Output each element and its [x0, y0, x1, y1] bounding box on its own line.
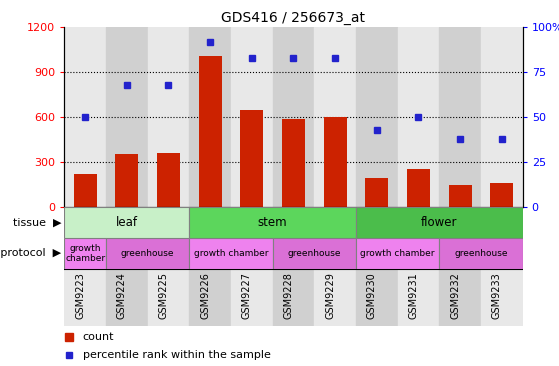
Text: greenhouse: greenhouse [121, 249, 174, 258]
Text: count: count [83, 332, 114, 342]
Bar [231, 269, 273, 326]
Bar [481, 269, 523, 326]
Text: percentile rank within the sample: percentile rank within the sample [83, 350, 271, 360]
Bar [397, 27, 439, 207]
Bar [356, 27, 397, 207]
Bar [190, 238, 273, 269]
Text: GSM9231: GSM9231 [409, 272, 419, 318]
Text: leaf: leaf [116, 216, 138, 229]
Text: GSM9223: GSM9223 [75, 272, 85, 319]
Text: growth chamber: growth chamber [361, 249, 435, 258]
Bar [490, 183, 513, 207]
Bar [356, 238, 439, 269]
Bar [439, 27, 481, 207]
Bar [64, 27, 106, 207]
Text: stem: stem [258, 216, 287, 229]
Bar [273, 269, 314, 326]
Bar [314, 269, 356, 326]
Bar [314, 27, 356, 207]
Bar [64, 207, 190, 238]
Text: tissue  ▶: tissue ▶ [13, 217, 61, 227]
Text: greenhouse: greenhouse [454, 249, 508, 258]
Bar [449, 185, 472, 207]
Text: GSM9228: GSM9228 [283, 272, 293, 319]
Bar [231, 27, 273, 207]
Text: greenhouse: greenhouse [287, 249, 341, 258]
Text: GSM9226: GSM9226 [200, 272, 210, 319]
Bar [190, 27, 231, 207]
Text: GSM9233: GSM9233 [492, 272, 502, 318]
Bar [74, 174, 97, 207]
Text: GSM9224: GSM9224 [117, 272, 127, 319]
Bar [481, 27, 523, 207]
Bar [282, 119, 305, 207]
Text: GSM9227: GSM9227 [242, 272, 252, 319]
Bar [148, 27, 190, 207]
Bar [356, 207, 523, 238]
Text: growth protocol  ▶: growth protocol ▶ [0, 249, 61, 258]
Text: GSM9225: GSM9225 [158, 272, 168, 319]
Bar [106, 269, 148, 326]
Bar [273, 238, 356, 269]
Bar [439, 269, 481, 326]
Title: GDS416 / 256673_at: GDS416 / 256673_at [221, 11, 366, 25]
Bar [190, 207, 356, 238]
Bar [273, 27, 314, 207]
Bar [397, 269, 439, 326]
Bar [198, 56, 221, 207]
Bar [106, 238, 190, 269]
Bar [157, 153, 180, 207]
Bar [407, 169, 430, 207]
Bar [190, 269, 231, 326]
Bar [64, 269, 106, 326]
Bar [439, 238, 523, 269]
Bar [64, 238, 106, 269]
Bar [148, 269, 190, 326]
Bar [115, 154, 138, 207]
Bar [324, 117, 347, 207]
Bar [106, 27, 148, 207]
Text: GSM9230: GSM9230 [367, 272, 377, 318]
Bar [366, 178, 389, 207]
Text: flower: flower [421, 216, 458, 229]
Bar [356, 269, 397, 326]
Text: GSM9232: GSM9232 [450, 272, 460, 319]
Text: growth
chamber: growth chamber [65, 244, 105, 263]
Bar [240, 111, 263, 207]
Text: growth chamber: growth chamber [194, 249, 268, 258]
Text: GSM9229: GSM9229 [325, 272, 335, 319]
